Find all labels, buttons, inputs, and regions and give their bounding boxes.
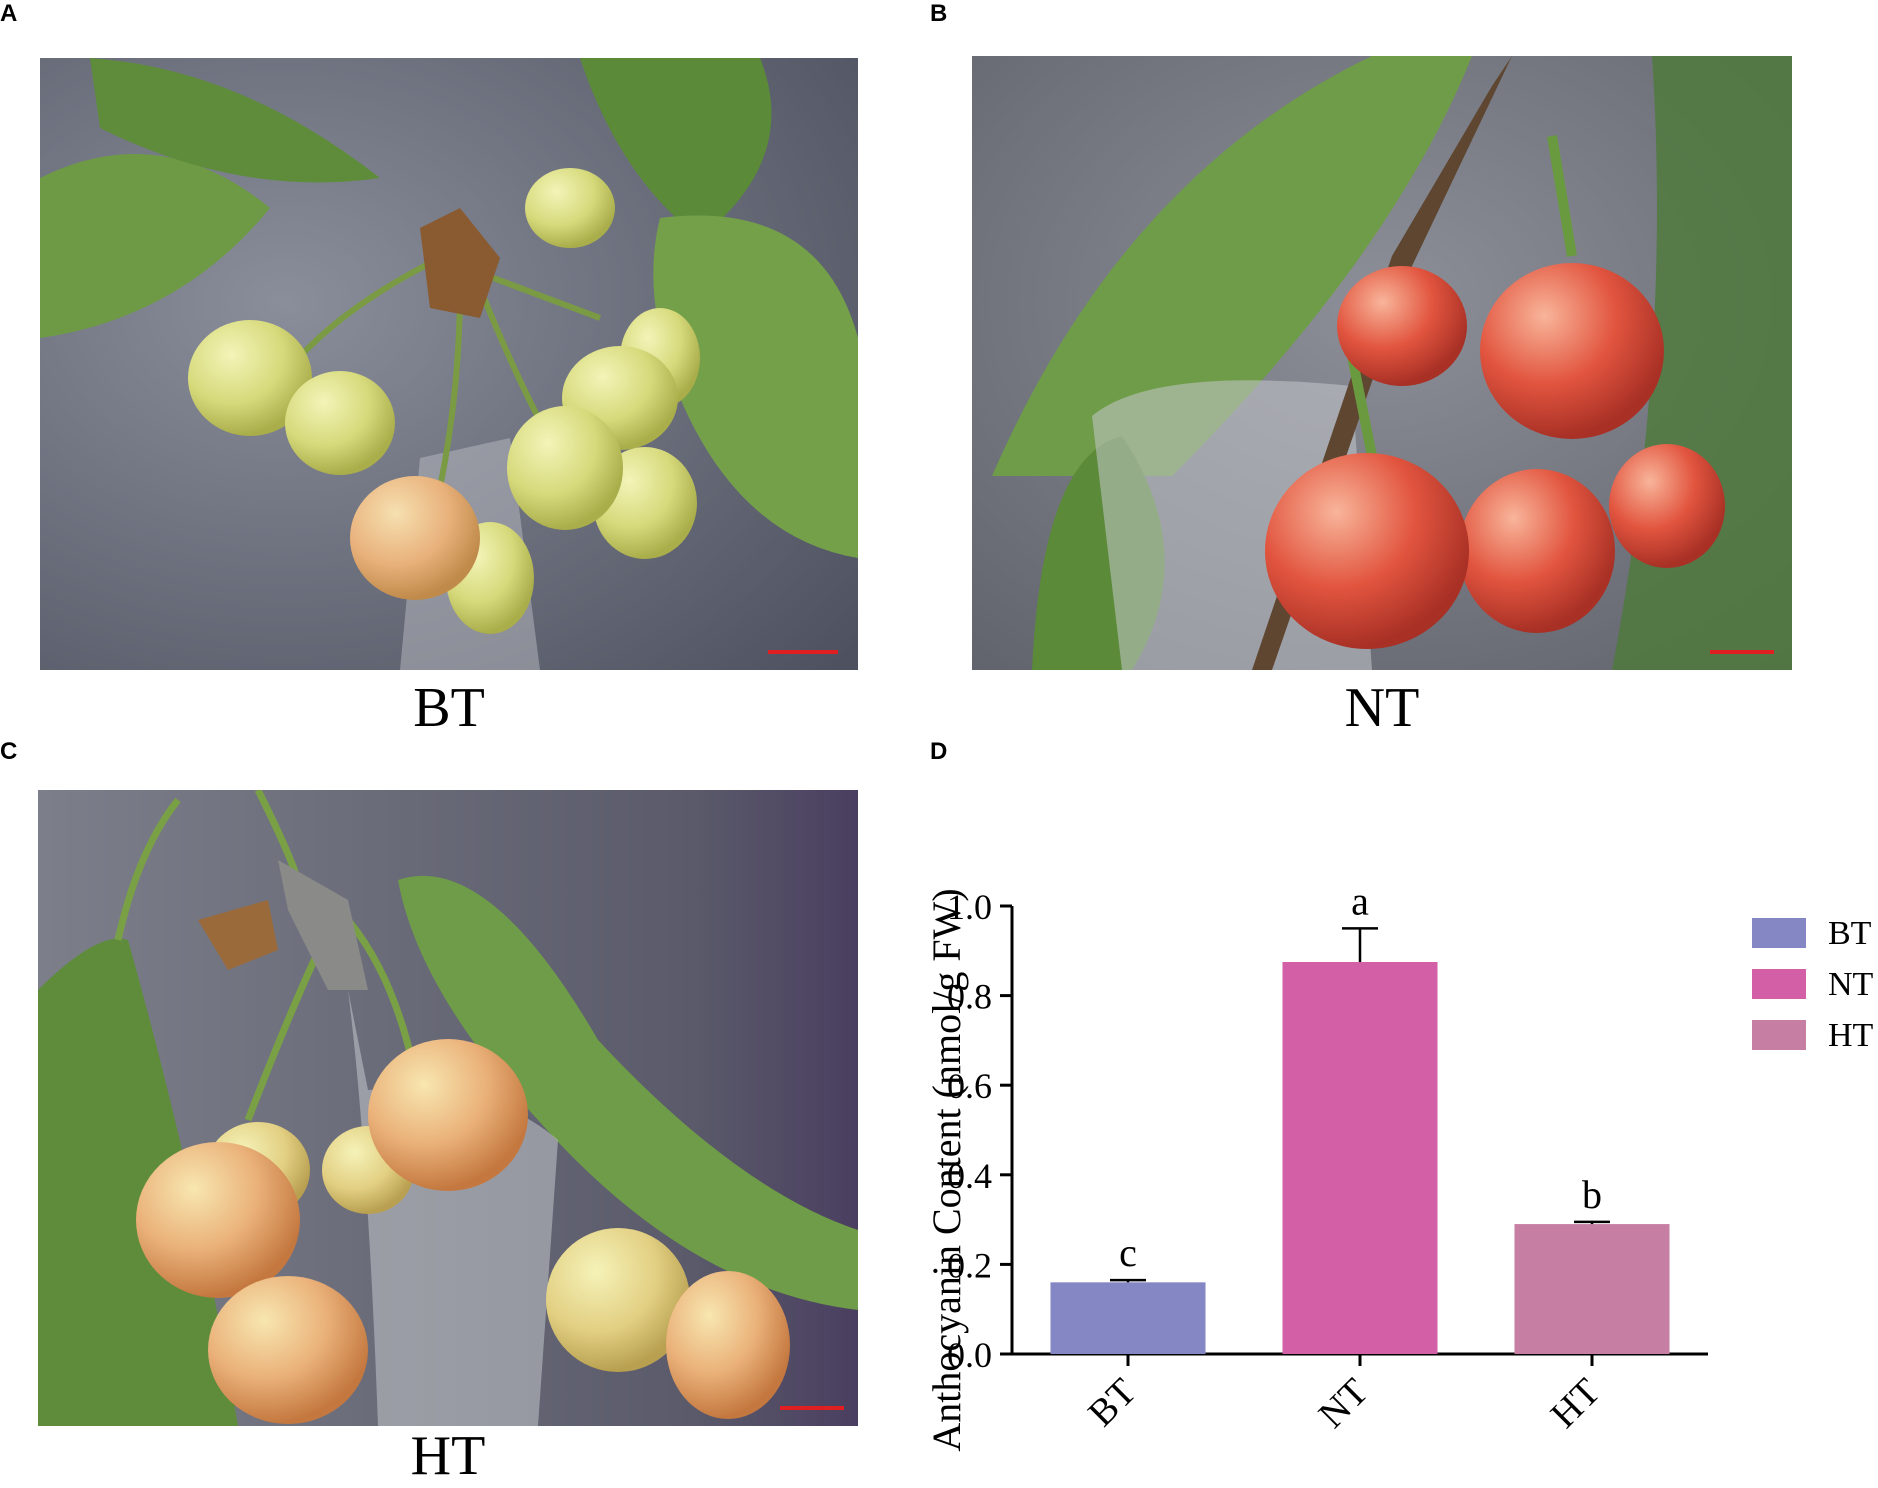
legend-label-nt: NT — [1828, 966, 1874, 1003]
caption-nt: NT — [1344, 677, 1420, 739]
y-tick-label: 0.2 — [947, 1245, 992, 1285]
chart-bars: c a b — [1050, 878, 1670, 1354]
x-tick-label-ht: HT — [1543, 1371, 1609, 1437]
panel-letter-c: C — [0, 738, 18, 765]
scale-bar — [768, 650, 838, 654]
significance-label-bt: c — [1119, 1230, 1137, 1275]
y-tick-label: 0.0 — [947, 1335, 992, 1375]
caption-bt: BT — [413, 677, 485, 739]
significance-label-nt: a — [1351, 878, 1369, 923]
scale-bar — [780, 1406, 844, 1410]
bar-ht — [1514, 1224, 1670, 1354]
x-tick-label-nt: NT — [1311, 1371, 1377, 1437]
bar-bt — [1050, 1282, 1206, 1354]
panel-letter-b: B — [930, 0, 948, 27]
x-tick-label-bt: BT — [1080, 1371, 1144, 1435]
y-axis-label: Anthocyanin Content (nmol/g FW) — [924, 888, 969, 1451]
y-tick-label: 1.0 — [947, 887, 992, 927]
y-tick-label: 0.4 — [947, 1156, 992, 1196]
y-tick-label: 0.6 — [947, 1066, 992, 1106]
panel-letter-d: D — [930, 738, 948, 765]
panel-letter-a: A — [0, 0, 18, 27]
y-tick-label: 0.8 — [947, 977, 992, 1017]
caption-ht: HT — [410, 1425, 486, 1487]
photo-nt-cherries — [972, 56, 1792, 670]
legend-label-ht: HT — [1828, 1017, 1874, 1054]
significance-label-ht: b — [1582, 1172, 1602, 1217]
legend-swatch-nt — [1752, 969, 1806, 999]
legend-label-bt: BT — [1828, 915, 1872, 952]
chart-legend: BT NT HT — [1752, 915, 1874, 1054]
photo-ht-cherries — [38, 790, 858, 1426]
bar-nt — [1282, 962, 1438, 1354]
scale-bar — [1710, 650, 1774, 654]
legend-swatch-ht — [1752, 1020, 1806, 1050]
anthocyanin-bar-chart: 0.0 0.2 0.4 0.6 0.8 1.0 BT NT HT c a b BT NT HT Anth… — [924, 878, 1874, 1451]
photo-bt-cherries — [40, 58, 858, 670]
legend-swatch-bt — [1752, 918, 1806, 948]
